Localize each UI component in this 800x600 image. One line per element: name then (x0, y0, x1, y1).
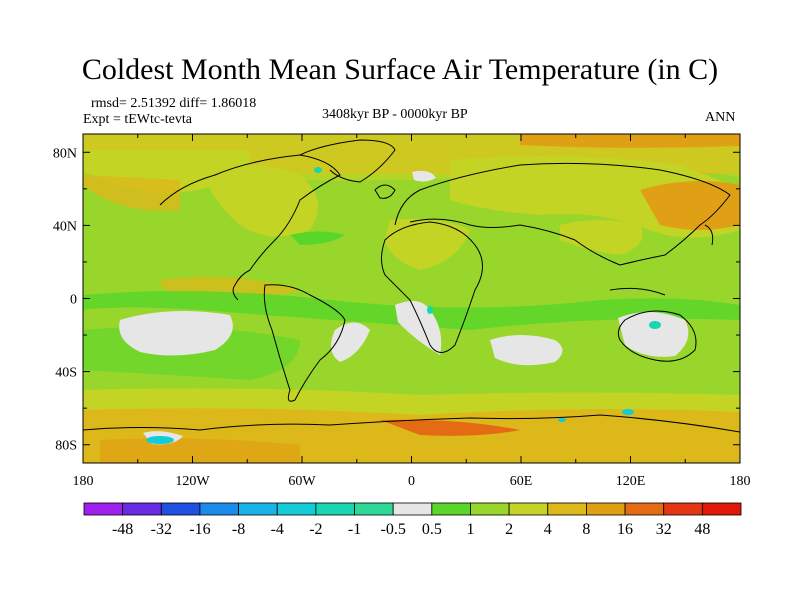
colorbar-swatch (392, 502, 433, 516)
x-axis: 180 120W 60W 0 60E 120E 180 (73, 134, 751, 489)
colorbar-swatch (663, 502, 703, 516)
colorbar-label: -48 (112, 521, 133, 538)
colorbar-label: -32 (151, 521, 172, 538)
antarctic-warm-west (100, 438, 300, 463)
colorbar-swatch (508, 502, 549, 516)
x-tick-label: 60W (288, 474, 316, 489)
coast-australia (617, 310, 697, 362)
x-tick-label: 0 (408, 474, 415, 489)
y-axis: 80N 40N 0 40S 80S (53, 146, 740, 454)
coast-eurasia (394, 162, 731, 266)
temperature-field (83, 134, 740, 463)
white-patch-south-america (331, 322, 370, 362)
north-america-region (200, 163, 318, 237)
x-tick-label: 180 (730, 474, 751, 489)
coast-antarctica (83, 414, 740, 433)
x-tick-label: 60E (510, 474, 533, 489)
colorbar-swatch (199, 502, 239, 516)
period-label: 3408kyr BP - 0000kyr BP (322, 107, 468, 122)
y-tick-label: 80N (53, 146, 77, 161)
coast-greenland (299, 139, 396, 183)
colorbar-label: 16 (617, 521, 633, 538)
colorbar-swatch (315, 502, 355, 516)
north-africa-region (385, 218, 470, 270)
coast-indonesia (609, 287, 666, 296)
colorbar-swatch (83, 502, 124, 516)
colorbar-label: -8 (232, 521, 245, 538)
cyan-spot-atlantic (427, 306, 433, 314)
colorbar-label: -16 (189, 521, 210, 538)
y-tick-label: 40S (55, 366, 77, 381)
white-patch-south-atlantic (395, 301, 442, 355)
experiment-label: Expt = tEWtc-tevta (83, 112, 192, 127)
coastlines (83, 139, 740, 433)
coast-africa (381, 221, 483, 353)
colorbar-label: 0.5 (422, 521, 442, 538)
colorbar-swatch (431, 502, 471, 516)
colorbar-swatch (586, 502, 626, 516)
cyan-spot-antarctic (146, 436, 174, 444)
white-patch-indian-ocean (490, 335, 563, 366)
colorbar-swatch (160, 502, 201, 516)
colorbar-label: -0.5 (381, 521, 406, 538)
north-pacific-warm (83, 175, 180, 211)
y-tick-label: 0 (70, 293, 77, 308)
colorbar-label: 1 (466, 521, 474, 538)
cyan-spot-arctic (314, 167, 322, 173)
colorbar-swatch (547, 502, 587, 516)
colorbar-label: 32 (656, 521, 672, 538)
coast-japan (704, 224, 714, 246)
colorbar-swatch (470, 502, 510, 516)
colorbar-label: 2 (505, 521, 513, 538)
colorbar-label: -1 (348, 521, 361, 538)
colorbar-label: -4 (271, 521, 284, 538)
y-tick-label: 80S (55, 439, 77, 454)
colorbar-swatch (122, 502, 162, 516)
y-tick-label: 40N (53, 219, 77, 234)
east-asia-warm (640, 181, 740, 230)
white-patch-australia (618, 311, 689, 357)
chart-title: Coldest Month Mean Surface Air Temperatu… (81, 53, 719, 86)
south-asia-region (560, 220, 643, 255)
colorbar-label: 4 (544, 521, 552, 538)
x-tick-label: 180 (73, 474, 94, 489)
white-patch-south-pacific (119, 311, 233, 356)
colorbar-swatch (701, 502, 742, 516)
x-tick-label: 120W (175, 474, 210, 489)
season-label: ANN (705, 110, 736, 125)
colorbar: -48 -32 -16 -8 -4 -2 -1 -0.5 0.5 1 2 4 8 16 32 48 (83, 502, 742, 538)
antarctic-hot-spot (380, 419, 520, 436)
colorbar-swatch (624, 502, 665, 516)
coast-south-america (263, 284, 346, 402)
coast-britain (374, 184, 396, 199)
cyan-spot-australia (649, 321, 661, 329)
colorbar-swatch (354, 502, 394, 516)
coast-north-america (159, 154, 341, 301)
x-tick-label: 120E (616, 474, 646, 489)
atlantic-cool (290, 231, 345, 245)
rmsd-diff-label: rmsd= 2.51392 diff= 1.86018 (91, 96, 257, 111)
colorbar-label: 48 (694, 521, 710, 538)
colorbar-swatch (276, 502, 317, 516)
cyan-spot-antarctic-2 (558, 418, 566, 422)
colorbar-swatch (238, 502, 278, 516)
colorbar-label: -2 (309, 521, 322, 538)
white-patch-arctic (412, 170, 436, 182)
colorbar-label: 8 (582, 521, 590, 538)
cyan-spot-east-antarctic (622, 409, 634, 415)
